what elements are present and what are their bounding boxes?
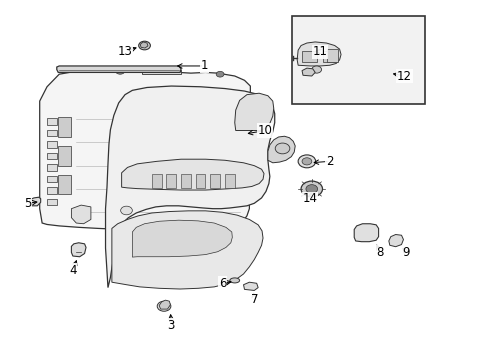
Polygon shape	[71, 205, 91, 224]
Circle shape	[141, 143, 187, 177]
Polygon shape	[58, 146, 71, 166]
Polygon shape	[302, 68, 315, 76]
Polygon shape	[142, 69, 181, 74]
Polygon shape	[71, 243, 86, 257]
Polygon shape	[47, 199, 57, 205]
Circle shape	[302, 158, 311, 165]
Text: 6: 6	[218, 277, 226, 290]
Text: 7: 7	[250, 293, 258, 306]
Polygon shape	[302, 51, 316, 62]
Polygon shape	[29, 197, 41, 206]
Polygon shape	[47, 130, 57, 136]
Polygon shape	[297, 42, 340, 66]
Circle shape	[121, 206, 132, 215]
Polygon shape	[267, 136, 295, 163]
Polygon shape	[132, 220, 232, 257]
Circle shape	[216, 71, 224, 77]
Polygon shape	[47, 118, 57, 125]
Text: 3: 3	[167, 319, 175, 332]
Polygon shape	[47, 164, 57, 171]
Polygon shape	[234, 93, 273, 131]
Polygon shape	[47, 187, 57, 194]
Text: 12: 12	[396, 69, 411, 82]
Circle shape	[157, 301, 170, 311]
Circle shape	[305, 185, 317, 193]
Polygon shape	[327, 49, 337, 62]
Polygon shape	[388, 234, 403, 247]
Polygon shape	[140, 42, 148, 48]
Polygon shape	[243, 282, 258, 291]
Polygon shape	[166, 174, 176, 188]
Polygon shape	[195, 174, 205, 188]
Polygon shape	[210, 174, 220, 188]
Circle shape	[275, 143, 289, 154]
Circle shape	[115, 67, 125, 74]
Polygon shape	[152, 174, 161, 188]
Text: 5: 5	[24, 197, 31, 210]
Text: 4: 4	[69, 264, 77, 277]
Circle shape	[139, 41, 150, 50]
Polygon shape	[105, 86, 274, 288]
Polygon shape	[40, 69, 250, 231]
Polygon shape	[181, 174, 190, 188]
Text: 1: 1	[201, 59, 208, 72]
Text: 14: 14	[302, 192, 317, 205]
Circle shape	[301, 181, 322, 197]
Polygon shape	[159, 300, 170, 309]
Text: 13: 13	[117, 45, 132, 58]
Polygon shape	[57, 66, 181, 72]
Polygon shape	[58, 175, 71, 194]
Polygon shape	[112, 211, 263, 289]
Polygon shape	[322, 51, 336, 62]
Polygon shape	[47, 153, 57, 159]
Polygon shape	[353, 224, 378, 242]
Bar	[292, 16, 424, 104]
Text: 11: 11	[312, 45, 327, 58]
Polygon shape	[47, 141, 57, 148]
Text: 9: 9	[402, 246, 409, 259]
Polygon shape	[47, 176, 57, 182]
Text: 2: 2	[325, 155, 333, 168]
Polygon shape	[58, 117, 71, 137]
Ellipse shape	[229, 278, 239, 283]
Polygon shape	[224, 174, 234, 188]
Polygon shape	[122, 159, 264, 190]
Circle shape	[122, 104, 182, 148]
Circle shape	[311, 66, 321, 73]
Text: 10: 10	[257, 124, 272, 137]
Text: 8: 8	[376, 246, 383, 259]
Circle shape	[142, 119, 161, 134]
Circle shape	[298, 155, 315, 168]
